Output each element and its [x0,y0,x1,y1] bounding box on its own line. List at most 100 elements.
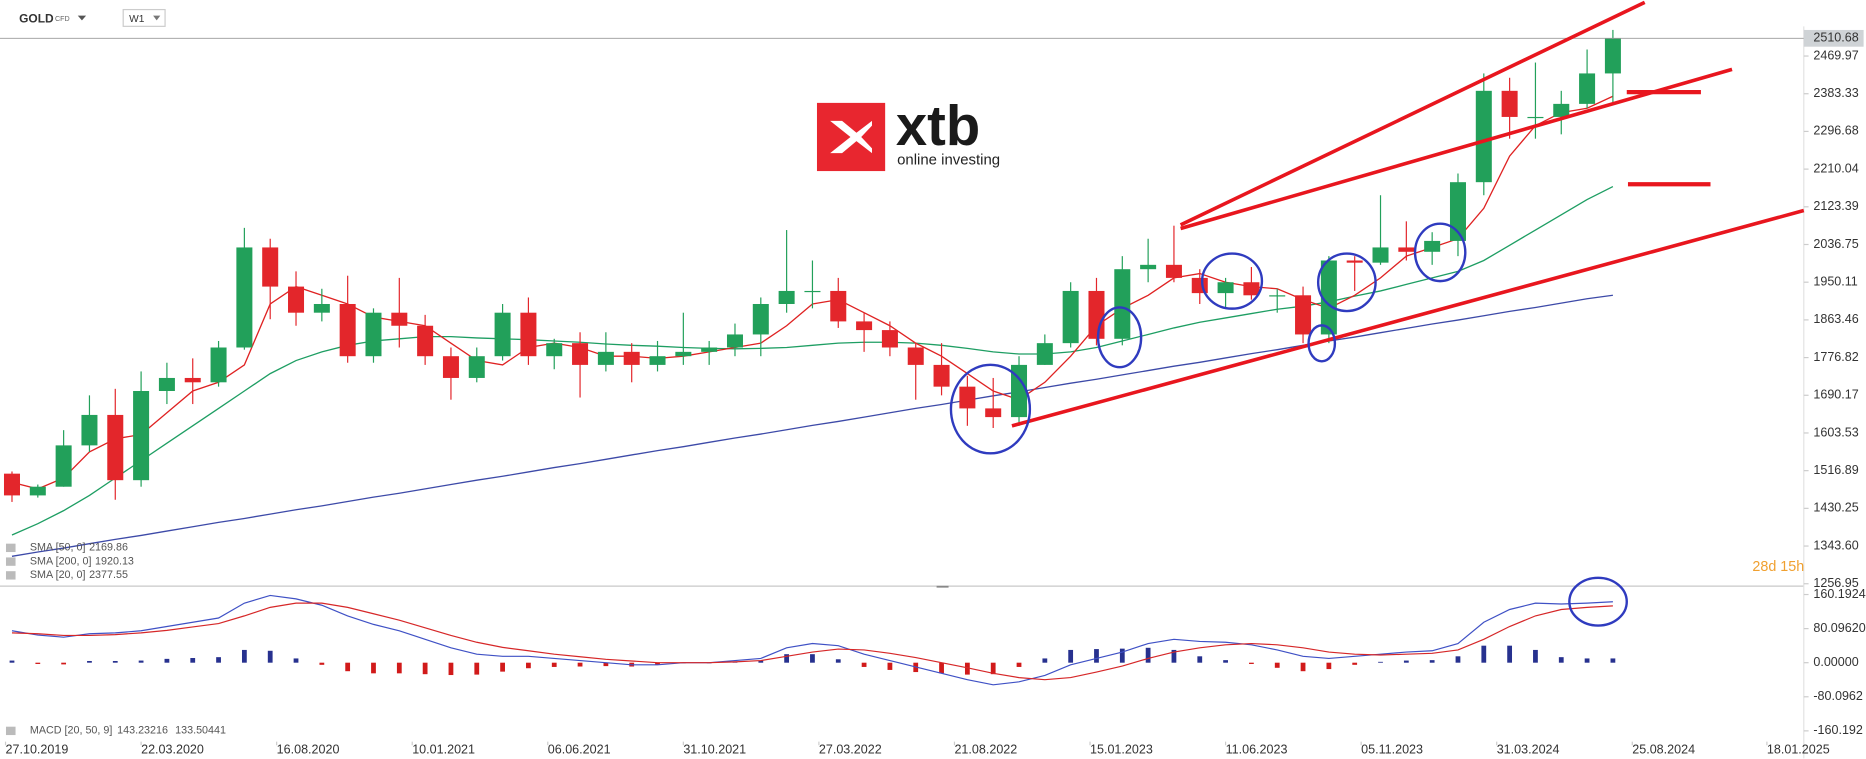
histogram-bar [939,662,944,674]
candle-body [1372,247,1389,263]
y-tick-label: 2036.75 [1813,237,1858,251]
candle-body [29,486,46,496]
candle-body [752,303,769,335]
histogram-bar [810,654,815,663]
candle-body [1320,260,1337,335]
candle-body [701,347,718,352]
candle-body [1553,103,1570,117]
candle-body [675,351,692,357]
histogram-bar [861,662,867,667]
legend-icon [5,726,16,736]
x-tick-label: 06.06.2021 [548,742,611,756]
histogram-bar [87,660,92,663]
candle-body [494,312,511,357]
candle-body [1140,264,1157,270]
timeframe[interactable]: W1 [129,14,145,25]
logo-tagline: online investing [897,151,1000,168]
histogram-bar [1145,647,1151,663]
histogram-bar [371,662,376,674]
histogram-bar [1378,661,1383,663]
y-tick-label: 1603.53 [1813,425,1858,439]
histogram-bar [887,662,893,670]
histogram-bar [1016,662,1022,667]
histogram-bar [1558,657,1564,663]
y-tick-label: 1343.60 [1813,538,1858,552]
histogram-bar [35,662,41,664]
histogram-bar [500,662,505,672]
timeframe-box[interactable] [122,8,166,27]
x-tick-label: 18.01.2025 [1767,742,1830,756]
candle-body [391,312,408,326]
highlight-circle [949,363,1032,455]
trend-line [1011,208,1805,428]
candle-body [1501,90,1518,117]
histogram-bar [1455,656,1461,663]
y-tick-label: 1516.89 [1813,463,1858,477]
countdown: 28d 15h [1752,559,1804,575]
candle-body [1062,290,1079,344]
candle-body [959,386,976,409]
timeframe-dropdown[interactable] [153,15,161,21]
histogram-bar [1300,662,1306,672]
histogram-bar [9,660,15,663]
candle-body [546,343,563,357]
highlight-circle [1316,252,1377,313]
candle-body [830,290,847,322]
legend-name: SMA [50, 0] [30,542,86,554]
x-tick-label: 16.08.2020 [277,742,340,756]
candle-body [572,343,589,365]
legend-name: MACD [20, 50, 9] [30,725,112,737]
candle-body [1527,116,1544,119]
legend-value: 143.23216 [117,725,168,737]
legend-icon [5,571,16,580]
y-tick-label: 160.1924 [1813,587,1865,601]
histogram-bar [1403,660,1409,663]
histogram-bar [835,659,841,663]
signal-line [11,602,1613,681]
candle-body [985,408,1002,418]
candle-body [520,312,537,357]
last-price-label: 2510.68 [1813,31,1858,45]
histogram-bar [241,649,247,663]
histogram-bar [964,662,970,675]
y-tick-label: 2123.39 [1813,199,1858,213]
histogram-bar [1068,649,1074,663]
candle-body [468,356,485,378]
legend-name: SMA [20, 0] [30,569,86,581]
histogram-bar [655,662,660,665]
highlight-circle [1200,252,1264,310]
histogram-bar [164,658,170,663]
candle-body [236,247,253,348]
x-tick-label: 05.11.2023 [1361,742,1423,756]
histogram-bar [448,662,454,676]
histogram-bar [603,662,609,667]
histogram-bar [293,658,299,663]
y-tick-label: 2296.68 [1813,124,1858,138]
legend-value: 1920.13 [95,555,134,567]
y-tick-label: 2469.97 [1813,48,1858,62]
histogram-bar [577,662,583,667]
legend-icon [5,557,16,566]
histogram-bar [61,662,67,665]
y-tick-label: 80.09620 [1813,621,1865,635]
histogram-bar [1429,660,1435,663]
trend-line [1179,0,1646,227]
annotations [949,0,1805,627]
legend-value: 2377.55 [89,569,128,581]
candle-body [881,330,898,348]
histogram-bar [758,660,764,663]
candle-body [339,303,356,357]
candle-body [55,445,72,487]
histogram-bar [1610,658,1616,663]
symbol[interactable]: GOLD [19,11,54,25]
candle-body [778,290,795,304]
legend-value: 2169.86 [89,542,128,554]
highlight-circle [1307,324,1337,363]
x-tick-label: 22.03.2020 [141,742,204,756]
candle-body [623,351,640,365]
histogram-bar [422,662,428,675]
histogram-bar [1197,656,1203,663]
candle-body [1217,282,1234,294]
symbol-dropdown[interactable] [77,15,87,21]
